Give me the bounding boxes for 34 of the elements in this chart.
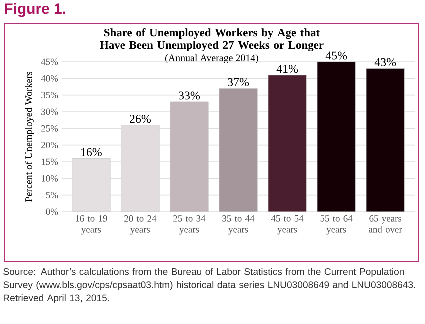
bar (268, 75, 307, 212)
y-axis-title: Percent of Unemployed Workers (25, 72, 34, 202)
bar (219, 88, 258, 212)
y-tick-label: 30% (42, 108, 58, 116)
y-tick-label: 45% (41, 58, 58, 66)
x-tick-label: 65 years and over (369, 216, 402, 233)
x-tick-label: 25 to 34 years (174, 216, 206, 235)
x-tick-label: 55 to 64 years (320, 216, 353, 235)
data-label: 33% (179, 92, 200, 100)
y-tick-label: 20% (42, 142, 58, 149)
y-tick-label: 0% (46, 208, 58, 216)
y-tick-label: 15% (42, 158, 58, 166)
y-tick-label: 5% (46, 192, 58, 199)
chart-subtitle: (Annual Average 2014) (166, 54, 258, 64)
source-note: Source: Author’s calculations from the Bureau of Labor Statistics from the Current Population Survey (www.bls.gov/cps/cpsaat03.htm) historical data series LNU03008649 and LNU03008643. Retrieved April 13, 2015. (4, 268, 416, 304)
data-label: 37% (228, 78, 250, 86)
x-tick-label: 45 to 54 years (271, 216, 304, 235)
bar (170, 102, 209, 212)
chart-title: Share of Unemployed Workers by Age that Have Been Unemployed 27 Weeks or Longer (100, 28, 324, 52)
data-label: 43% (374, 58, 396, 66)
bar (317, 62, 356, 212)
y-tick-label: 40% (41, 75, 58, 82)
x-tick-label: 35 to 44 years (222, 216, 255, 235)
data-label: 41% (276, 65, 298, 74)
data-label: 26% (130, 115, 151, 124)
y-tick-label: 25% (42, 125, 58, 132)
data-label: 16% (82, 148, 102, 156)
y-tick-label: 35% (42, 92, 58, 99)
x-tick-label: 20 to 24 years (124, 216, 157, 235)
data-label: 45% (326, 52, 348, 60)
bar (366, 68, 405, 212)
x-tick-label: 16 to 19 years (76, 216, 108, 235)
caption: Figure 1. (5, 3, 66, 18)
y-tick-label: 10% (42, 175, 58, 182)
